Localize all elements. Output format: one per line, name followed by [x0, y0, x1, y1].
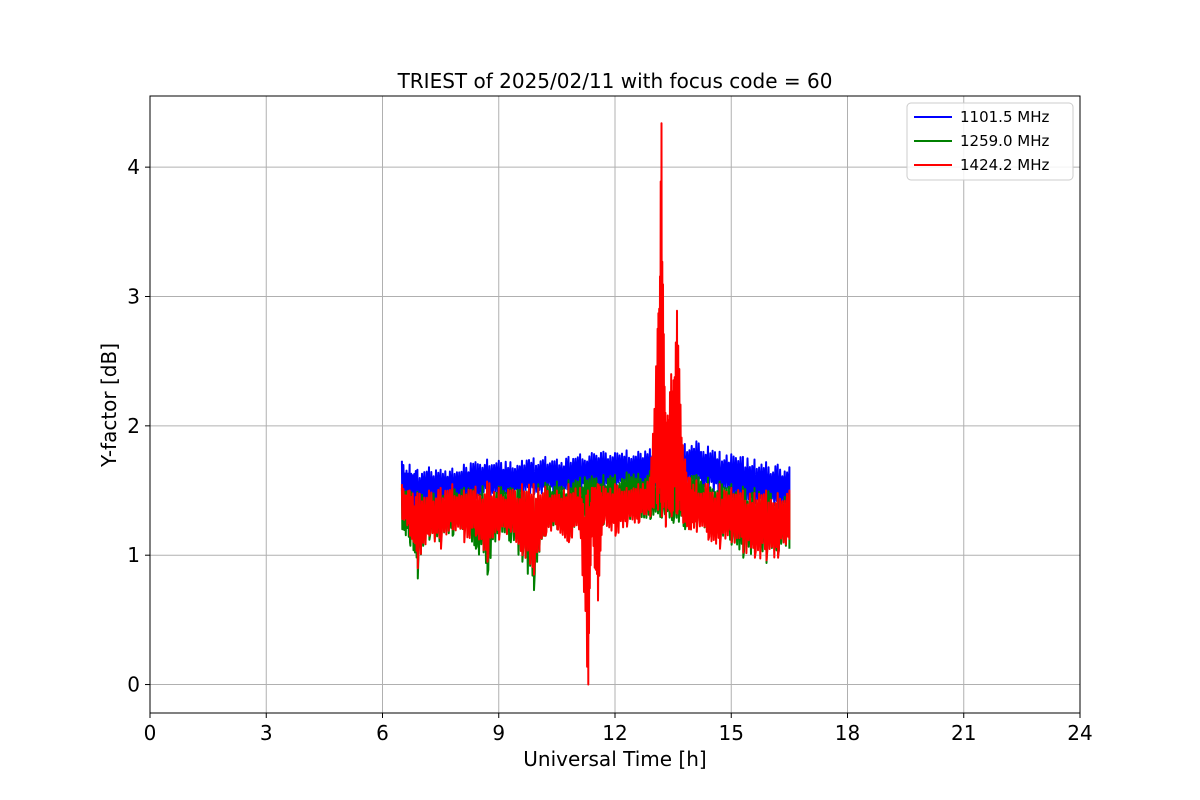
x-tick-label: 0 [144, 721, 157, 745]
legend: 1101.5 MHz 1259.0 MHz 1424.2 MHz [906, 102, 1074, 181]
legend-box [906, 102, 1074, 181]
y-tick-label: 2 [127, 414, 140, 438]
series-layer [400, 122, 791, 686]
series-line-3 [400, 122, 791, 686]
y-tick-label: 1 [127, 543, 140, 567]
x-tick-label: 15 [719, 721, 744, 745]
x-axis-title: Universal Time [h] [523, 747, 706, 771]
y-tick-label: 3 [127, 284, 140, 308]
x-tick-label: 18 [835, 721, 860, 745]
legend-label: 1259.0 MHz [960, 132, 1049, 150]
x-tick-label: 3 [260, 721, 273, 745]
x-tick-label: 9 [492, 721, 505, 745]
series-line-1 [400, 440, 791, 513]
legend-label: 1101.5 MHz [960, 108, 1049, 126]
y-tick-label: 4 [127, 155, 140, 179]
x-tick-label: 24 [1067, 721, 1092, 745]
chart-title: TRIEST of 2025/02/11 with focus code = 6… [397, 69, 833, 93]
x-tick-label: 12 [602, 721, 627, 745]
x-tick-label: 6 [376, 721, 389, 745]
legend-label: 1424.2 MHz [960, 156, 1049, 174]
y-tick-label: 0 [127, 673, 140, 697]
x-tick-label: 21 [951, 721, 976, 745]
y-axis-title: Y-factor [dB] [97, 343, 121, 468]
